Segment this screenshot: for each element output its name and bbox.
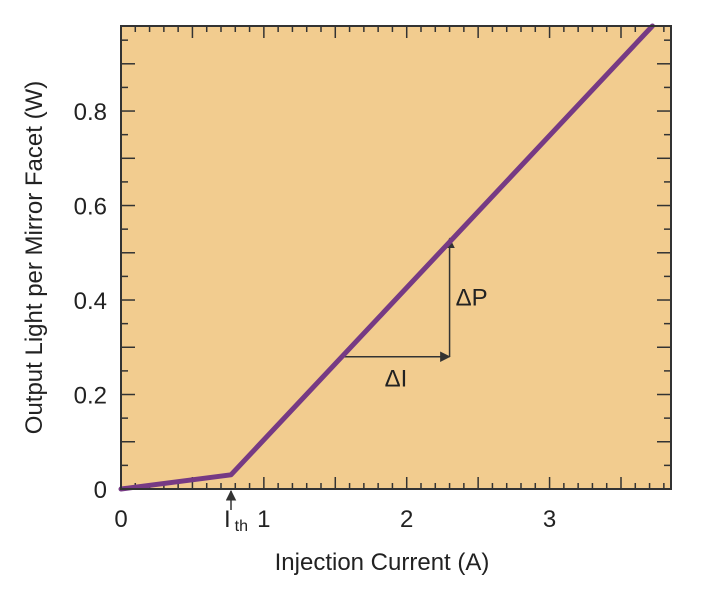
x-tick-label: 1 xyxy=(257,506,270,533)
delta-p-label: ΔP xyxy=(456,285,488,312)
y-tick-labels: 0 0.2 0.4 0.6 0.8 xyxy=(74,99,107,504)
threshold-marker: I th xyxy=(224,489,248,535)
y-tick-label: 0.8 xyxy=(74,99,107,126)
threshold-label-sub: th xyxy=(235,518,248,535)
threshold-label-main: I xyxy=(224,506,231,533)
plot-frame xyxy=(120,25,672,490)
annotations: ΔI ΔP xyxy=(342,237,488,393)
y-tick-label: 0.6 xyxy=(74,194,107,221)
delta-i-label: ΔI xyxy=(385,366,408,393)
y-axis-label: Output Light per Mirror Facet (W) xyxy=(21,81,48,434)
series-line xyxy=(118,23,655,492)
x-tick-labels: 0 1 2 3 xyxy=(114,506,556,533)
threshold-label: I th xyxy=(224,506,248,535)
ticks xyxy=(120,26,671,490)
x-axis-label: Injection Current (A) xyxy=(275,549,490,576)
x-tick-label: 0 xyxy=(114,506,127,533)
y-tick-label: 0.2 xyxy=(74,383,107,410)
y-tick-label: 0.4 xyxy=(74,288,107,315)
x-tick-label: 3 xyxy=(543,506,556,533)
y-tick-label: 0 xyxy=(94,477,107,504)
x-tick-label: 2 xyxy=(400,506,413,533)
